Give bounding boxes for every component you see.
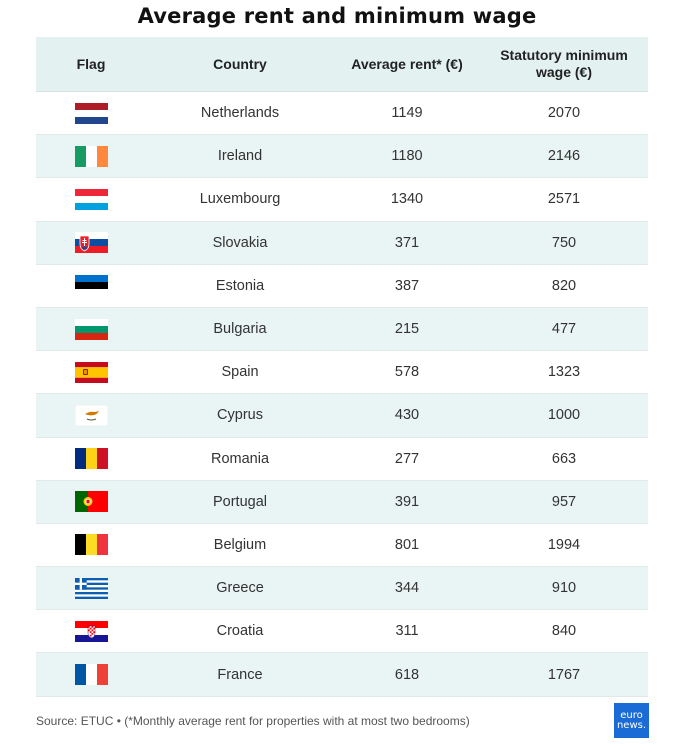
cell-rent: 371 <box>394 234 420 251</box>
cell-wage: 820 <box>551 277 577 294</box>
cell-rent: 801 <box>394 536 420 553</box>
spain-flag-icon <box>74 361 108 383</box>
cell-rent: 344 <box>394 580 420 597</box>
cell-wage: 1323 <box>547 364 581 381</box>
table-row: Luxembourg 1340 2571 <box>36 178 648 222</box>
table-row: Cyprus 430 1000 <box>36 394 648 438</box>
cell-country: Netherlands <box>200 105 280 122</box>
luxembourg-flag-icon <box>74 188 108 210</box>
cell-rent: 311 <box>395 623 419 640</box>
bulgaria-flag-icon <box>74 318 108 340</box>
cell-rent: 618 <box>394 666 420 683</box>
romania-flag-icon <box>74 448 108 470</box>
cell-country: Cyprus <box>217 407 263 424</box>
cell-rent: 1340 <box>390 191 424 208</box>
portugal-flag-icon <box>74 491 108 513</box>
cell-rent: 387 <box>394 277 420 294</box>
belgium-flag-icon <box>74 534 108 556</box>
ireland-flag-icon <box>74 145 108 167</box>
header-wage: Statutory minimum wage (€) <box>480 47 648 81</box>
table-header: Flag Country Average rent* (€) Statutory… <box>36 37 648 92</box>
table-row: Greece 344 910 <box>36 567 648 611</box>
cell-rent: 430 <box>394 407 420 424</box>
cell-wage: 1000 <box>547 407 581 424</box>
cell-wage: 957 <box>551 493 577 510</box>
cell-wage: 663 <box>551 450 577 467</box>
cell-country: Croatia <box>216 623 264 640</box>
table-row: Bulgaria 215 477 <box>36 307 648 352</box>
table-row: Romania 277 663 <box>36 438 648 481</box>
table-row: Spain 578 1323 <box>36 351 648 395</box>
cell-country: Greece <box>216 580 264 597</box>
table-row: Portugal 391 957 <box>36 480 648 524</box>
cell-wage: 477 <box>551 321 577 338</box>
data-table: Flag Country Average rent* (€) Statutory… <box>36 37 648 697</box>
greece-flag-icon <box>74 577 108 599</box>
euronews-logo: euro news. <box>614 703 649 738</box>
croatia-flag-icon <box>74 620 108 642</box>
estonia-flag-icon <box>74 275 108 297</box>
table-row: Croatia 311 840 <box>36 610 648 654</box>
cell-rent: 578 <box>394 364 420 381</box>
chart-title: Average rent and minimum wage <box>137 4 537 28</box>
cell-rent: 1180 <box>391 148 423 165</box>
cell-country: Bulgaria <box>213 321 267 338</box>
cell-country: Slovakia <box>212 234 268 251</box>
cell-wage: 840 <box>551 623 577 640</box>
cell-wage: 2070 <box>547 105 581 122</box>
cell-country: Portugal <box>212 493 267 510</box>
table-row: Slovakia 371 750 <box>36 221 648 265</box>
cell-country: Romania <box>210 450 270 467</box>
cell-wage: 910 <box>551 580 577 597</box>
cell-rent: 1149 <box>391 105 423 122</box>
cell-country: Ireland <box>217 148 263 165</box>
netherlands-flag-icon <box>74 102 108 124</box>
cell-wage: 750 <box>551 234 577 251</box>
slovakia-flag-icon <box>74 232 108 254</box>
header-wage-line2: wage (€) <box>535 64 592 80</box>
cell-wage: 1994 <box>547 536 581 553</box>
logo-line2: news. <box>616 719 647 731</box>
source-note: Source: ETUC • (*Monthly average rent fo… <box>36 714 470 728</box>
cell-country: Spain <box>221 364 259 381</box>
cell-country: Estonia <box>215 277 265 294</box>
table-row: Estonia 387 820 <box>36 265 648 308</box>
france-flag-icon <box>74 664 108 686</box>
cell-wage: 2571 <box>547 191 581 208</box>
cell-rent: 277 <box>394 450 420 467</box>
logo-line1: euro <box>620 709 643 721</box>
cell-country: France <box>217 666 263 683</box>
cell-rent: 391 <box>394 493 420 510</box>
cell-wage: 1767 <box>547 666 581 683</box>
header-flag: Flag <box>76 56 106 72</box>
table-row: Belgium 801 1994 <box>36 524 648 568</box>
cell-rent: 215 <box>394 321 420 338</box>
table-row: France 618 1767 <box>36 653 648 697</box>
cell-country: Luxembourg <box>199 191 281 208</box>
header-wage-line1: Statutory minimum <box>500 47 628 63</box>
table-row: Ireland 1180 2146 <box>36 135 648 179</box>
table-row: Netherlands 1149 2070 <box>36 92 648 136</box>
header-rent: Average rent* (€) <box>351 56 463 72</box>
cyprus-flag-icon <box>74 404 108 426</box>
header-country: Country <box>213 56 267 72</box>
cell-wage: 2146 <box>547 148 581 165</box>
cell-country: Belgium <box>213 536 267 553</box>
